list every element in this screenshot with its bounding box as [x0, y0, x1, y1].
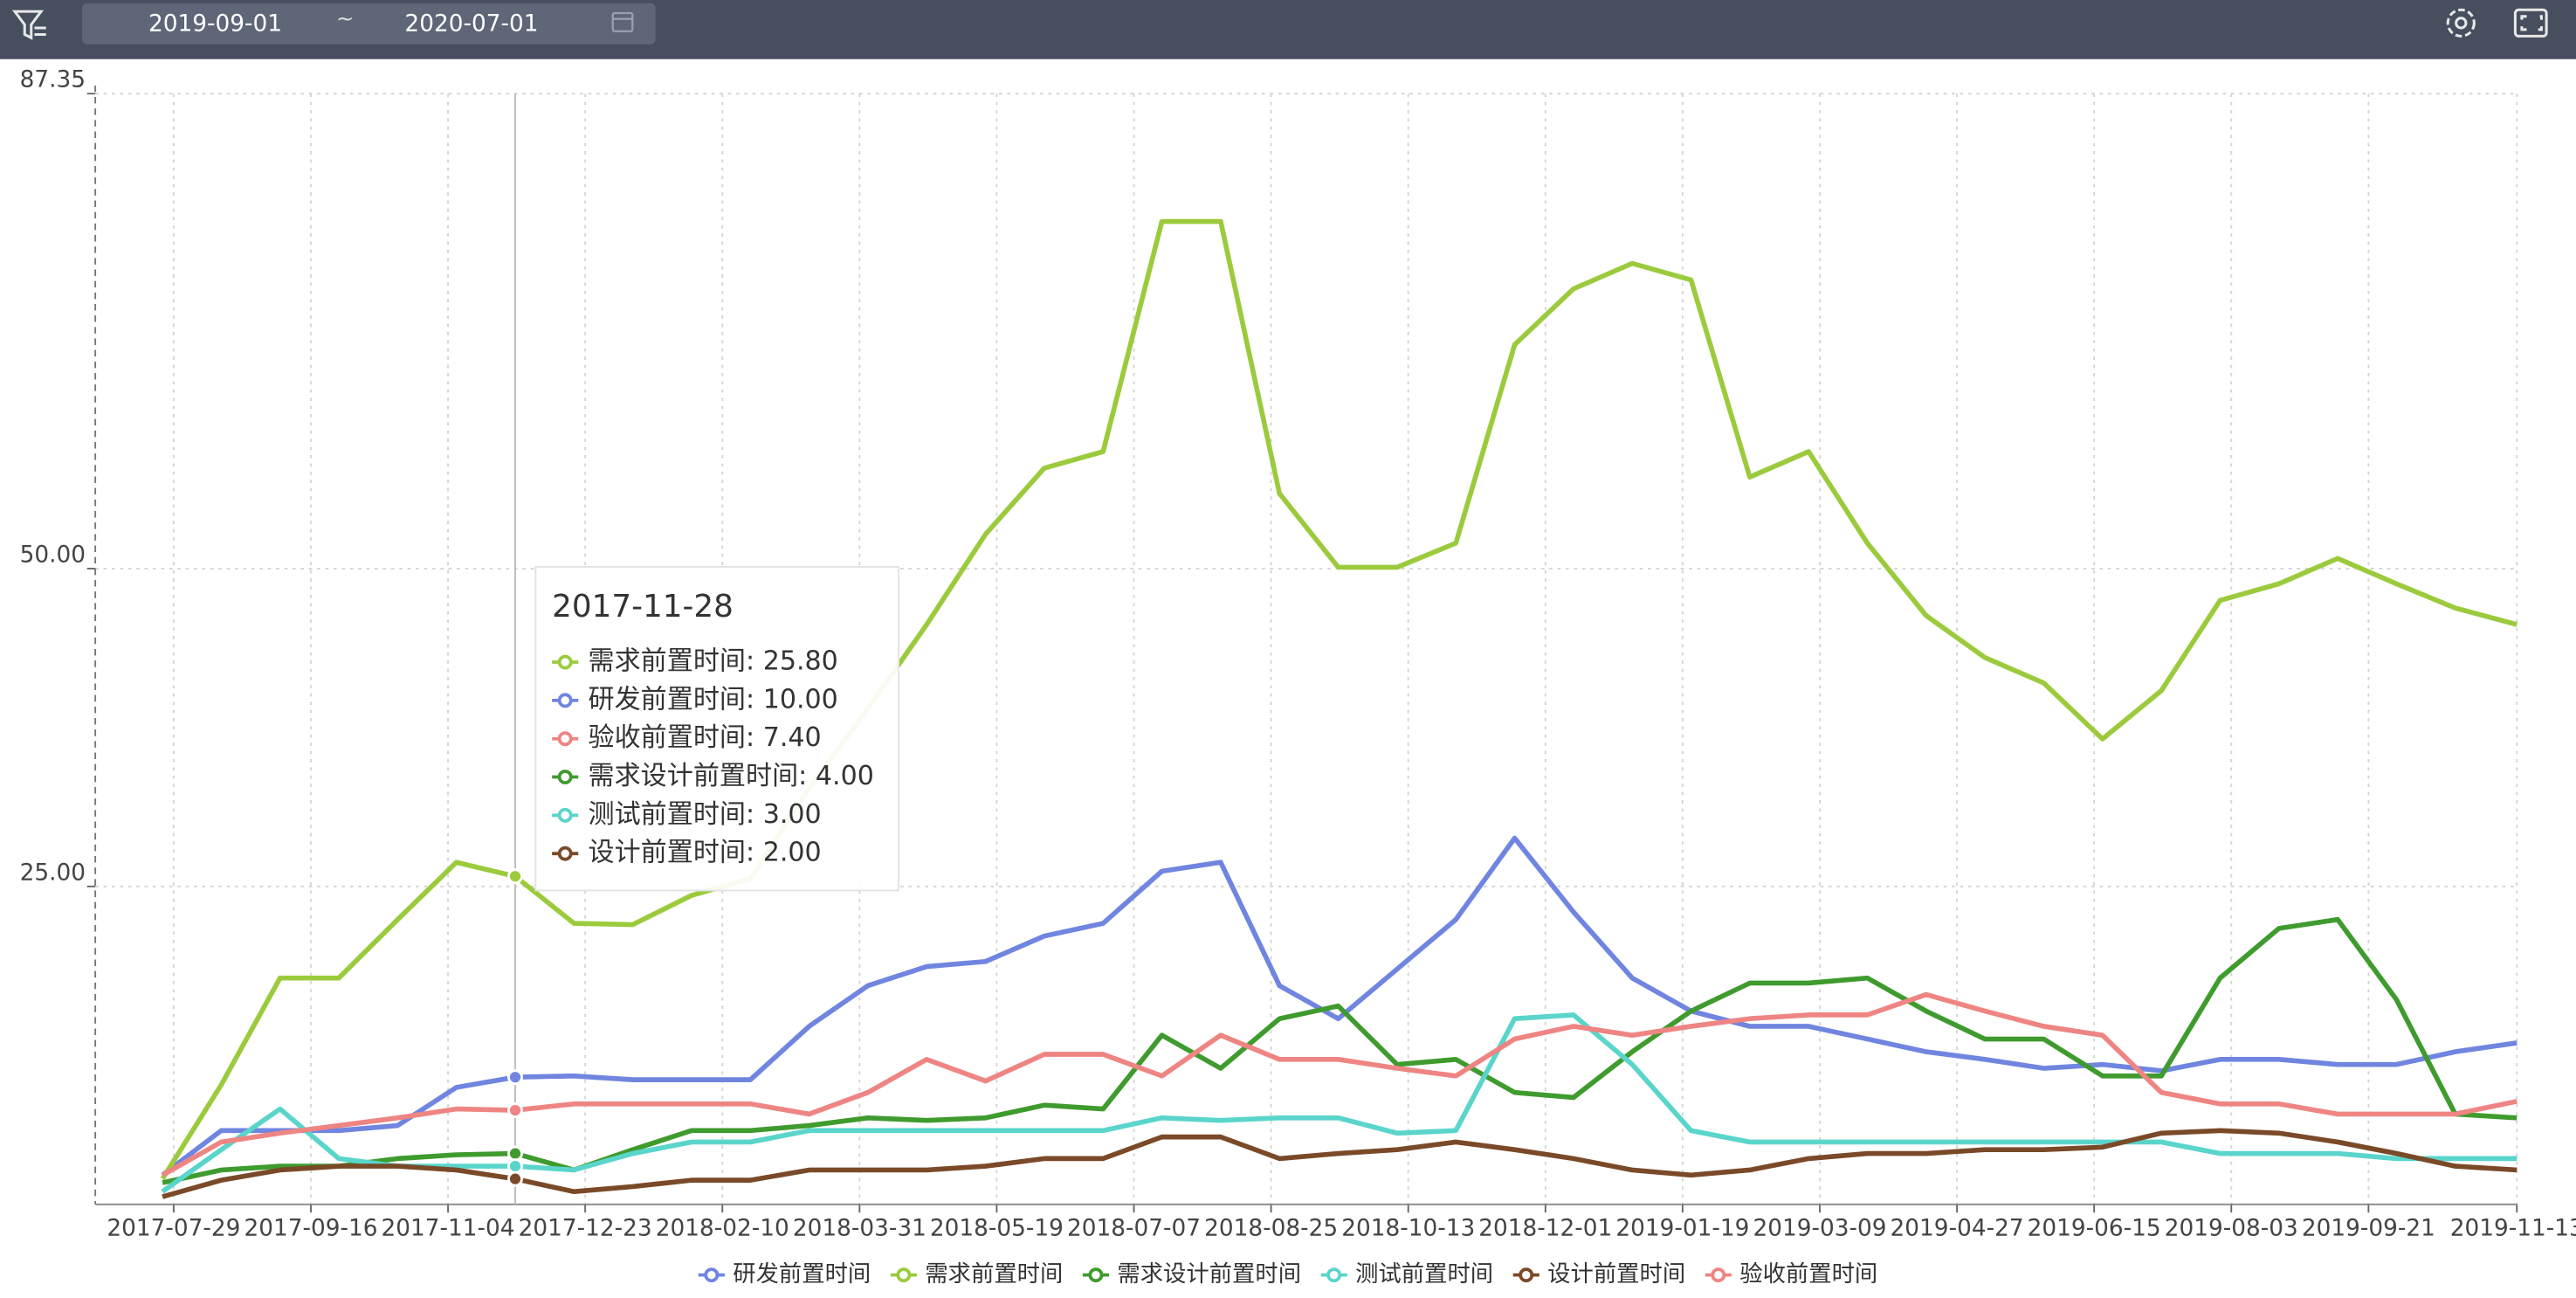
- legend-label: 需求设计前置时间: [1117, 1261, 1301, 1288]
- tooltip-swatch: [557, 846, 573, 861]
- x-tick-label: 2018-08-25: [1204, 1215, 1338, 1241]
- legend-marker: [1711, 1267, 1726, 1283]
- legend-marker: [1519, 1267, 1534, 1283]
- gear-outer: [2446, 8, 2476, 38]
- y-tick-label: 25.00: [20, 860, 86, 886]
- tooltip: 2017-11-28 需求前置时间: 25.80 研发前置时间: 10.00 验收前置…: [534, 566, 900, 892]
- tooltip-item: 研发前置时间: 10.00: [589, 684, 838, 715]
- date-start[interactable]: 2019-09-01: [148, 11, 282, 38]
- legend-label: 研发前置时间: [733, 1261, 871, 1288]
- x-tick-label: 2018-07-07: [1067, 1215, 1201, 1241]
- tooltip-item: 测试前置时间: 3.00: [589, 799, 822, 830]
- filter-icon[interactable]: [11, 10, 46, 40]
- fullscreen-icon[interactable]: [2513, 8, 2548, 38]
- legend-label: 验收前置时间: [1739, 1261, 1877, 1288]
- tooltip-item: 验收前置时间: 7.40: [589, 722, 822, 753]
- series-line: [162, 1128, 2517, 1199]
- x-tick-label: 2017-11-04: [382, 1215, 515, 1241]
- x-tick-label: 2018-10-13: [1341, 1215, 1475, 1241]
- x-tick-label: 2019-01-19: [1615, 1215, 1749, 1241]
- filter-shape: [11, 10, 45, 40]
- series-line: [160, 218, 2518, 1181]
- legend-label: 设计前置时间: [1547, 1261, 1685, 1288]
- series-line: [161, 835, 2517, 1177]
- fullscreen-frame: [2513, 8, 2548, 38]
- legend-label: 测试前置时间: [1355, 1261, 1493, 1288]
- tooltip-swatch: [557, 770, 573, 784]
- x-tick-label: 2019-09-21: [2302, 1215, 2435, 1241]
- hover-point: [507, 1102, 523, 1118]
- tooltip-item: 需求前置时间: 25.80: [589, 646, 838, 677]
- legend-marker: [1326, 1267, 1342, 1283]
- series-line: [161, 991, 2517, 1177]
- gear-inner: [2455, 17, 2468, 30]
- series-line: [162, 916, 2517, 1185]
- y-tick-label: 87.35: [20, 67, 86, 93]
- x-tick-label: 2019-08-03: [2165, 1215, 2298, 1241]
- hover-point: [507, 1145, 523, 1162]
- hover-point: [507, 1158, 523, 1175]
- tooltip-swatch: [557, 693, 573, 708]
- calendar-body: [611, 11, 634, 32]
- x-tick-label: 2019-11-13: [2450, 1215, 2576, 1241]
- legend-marker: [704, 1267, 720, 1283]
- y-tick-label: 50.00: [20, 542, 86, 568]
- x-tick-label: 2018-12-01: [1478, 1215, 1612, 1241]
- tooltip-swatch: [557, 654, 573, 670]
- tooltip-box: [534, 566, 900, 892]
- legend-marker: [1088, 1267, 1104, 1283]
- tooltip-item: 设计前置时间: 2.00: [589, 838, 822, 868]
- tooltip-swatch: [557, 731, 573, 747]
- x-tick-label: 2019-04-27: [1891, 1215, 2024, 1241]
- x-tick-label: 2018-05-19: [930, 1215, 1064, 1241]
- tooltip-swatch: [557, 807, 573, 823]
- x-tick-label: 2018-02-10: [656, 1215, 789, 1241]
- tooltip-title: 2017-11-28: [552, 589, 734, 625]
- legend: 研发前置时间 需求前置时间 需求设计前置时间 测试前置时间 设计前置时间 验收前置时间: [698, 1261, 1877, 1288]
- settings-icon[interactable]: [2446, 8, 2476, 38]
- x-tick-label: 2017-07-29: [107, 1215, 240, 1241]
- x-tick-label: 2017-12-23: [519, 1215, 652, 1241]
- legend-marker: [896, 1267, 912, 1283]
- hover-point: [507, 868, 523, 885]
- hover-point: [507, 1170, 523, 1187]
- hover-point: [507, 1069, 523, 1086]
- calendar-icon[interactable]: [611, 11, 634, 32]
- x-tick-label: 2017-09-16: [244, 1215, 377, 1241]
- date-end[interactable]: 2020-07-01: [404, 11, 538, 38]
- legend-label: 需求前置时间: [925, 1261, 1063, 1288]
- tooltip-item: 需求设计前置时间: 4.00: [589, 761, 874, 791]
- date-range-input[interactable]: [82, 3, 656, 45]
- x-tick-label: 2019-03-09: [1753, 1215, 1886, 1241]
- date-separator: ~: [336, 6, 354, 31]
- x-tick-label: 2018-03-31: [793, 1215, 926, 1241]
- x-tick-label: 2019-06-15: [2028, 1215, 2161, 1241]
- fullscreen-corners: [2520, 15, 2543, 31]
